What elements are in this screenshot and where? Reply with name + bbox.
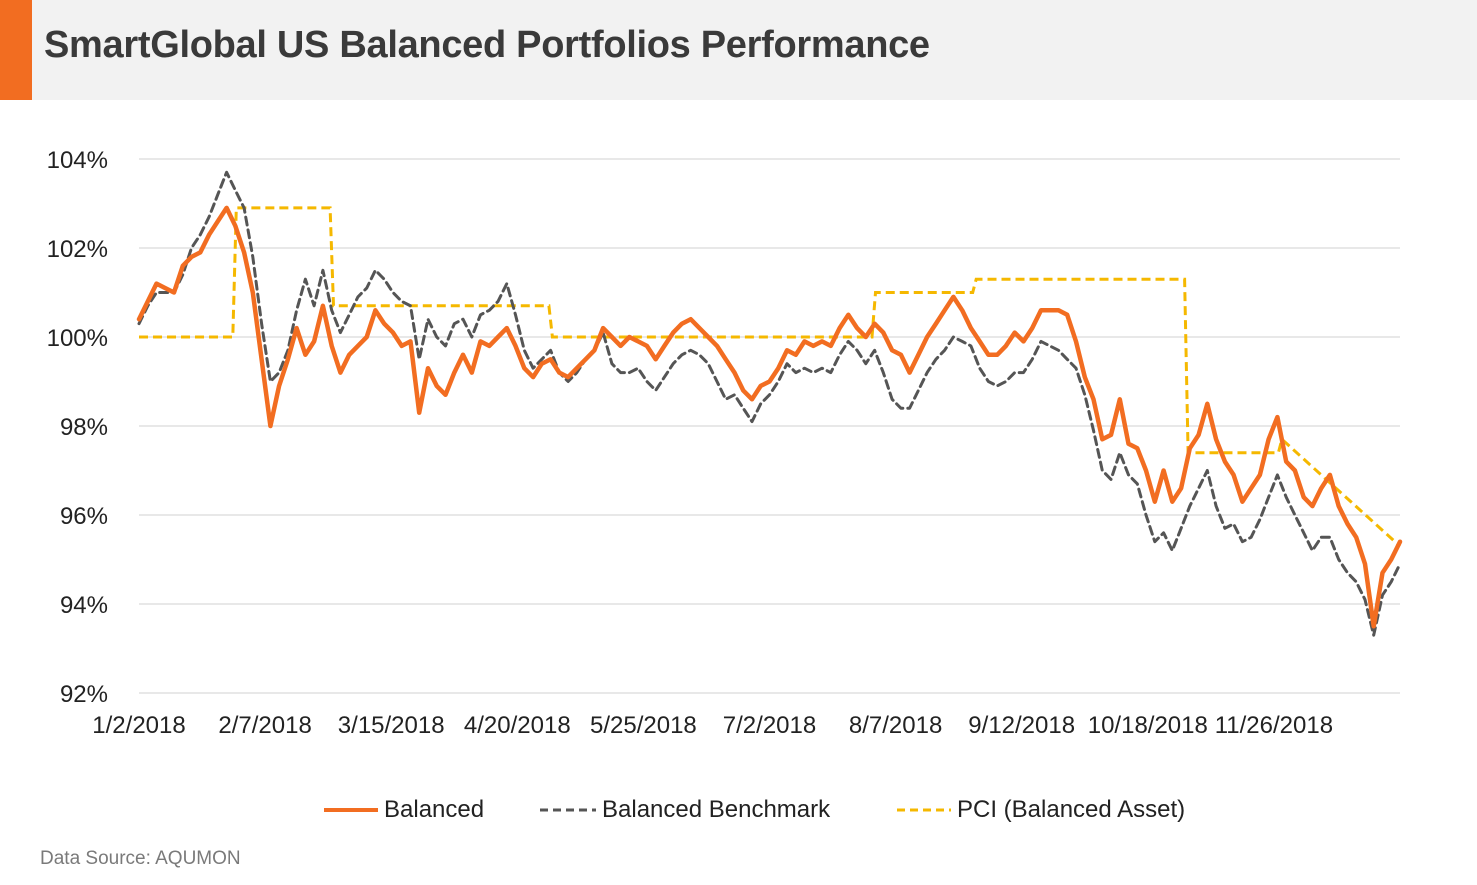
- y-tick-label: 104%: [47, 147, 108, 174]
- title-accent-bar: [0, 0, 32, 100]
- data-source-note: Data Source: AQUMON: [40, 848, 241, 869]
- x-tick-label: 2/7/2018: [218, 712, 311, 739]
- x-tick-label: 10/18/2018: [1088, 712, 1208, 739]
- series-line-benchmark: [137, 170, 1402, 637]
- x-tick-label: 8/7/2018: [849, 712, 942, 739]
- y-tick-label: 102%: [47, 236, 108, 263]
- y-tick-label: 100%: [47, 325, 108, 352]
- series-line-pci: [139, 206, 1402, 548]
- legend-label-balanced: Balanced: [384, 796, 485, 823]
- x-tick-label: 4/20/2018: [464, 712, 571, 739]
- legend-item-balanced: Balanced: [322, 793, 484, 827]
- x-tick-label: 9/12/2018: [968, 712, 1075, 739]
- legend-item-pci: PCI (Balanced Asset): [895, 793, 1185, 827]
- legend: Balanced Balanced Benchmark PCI (Balance…: [0, 793, 1477, 827]
- y-tick-label: 98%: [60, 414, 108, 441]
- series-line-balanced: [136, 205, 1403, 629]
- performance-chart: 92% 94% 96% 98% 100% 102% 104% 1/2/2018 2/7/2018…: [47, 147, 1403, 739]
- x-tick-label: 11/26/2018: [1215, 712, 1333, 739]
- legend-item-benchmark: Balanced Benchmark: [538, 793, 830, 827]
- header-band: [0, 0, 1477, 100]
- legend-swatch-pci: [897, 808, 951, 812]
- y-tick-label: 96%: [60, 503, 108, 530]
- y-tick-label: 92%: [60, 681, 108, 708]
- x-tick-label: 5/25/2018: [590, 712, 697, 739]
- legend-label-benchmark: Balanced Benchmark: [602, 796, 831, 823]
- x-tick-label: 1/2/2018: [92, 712, 185, 739]
- legend-swatch-balanced: [324, 808, 378, 812]
- legend-label-pci: PCI (Balanced Asset): [957, 796, 1186, 823]
- y-tick-label: 94%: [60, 592, 108, 619]
- chart-title: SmartGlobal US Balanced Portfolios Perfo…: [44, 24, 930, 66]
- x-tick-label: 7/2/2018: [723, 712, 816, 739]
- legend-swatch-benchmark: [540, 808, 596, 812]
- x-tick-label: 3/15/2018: [338, 712, 445, 739]
